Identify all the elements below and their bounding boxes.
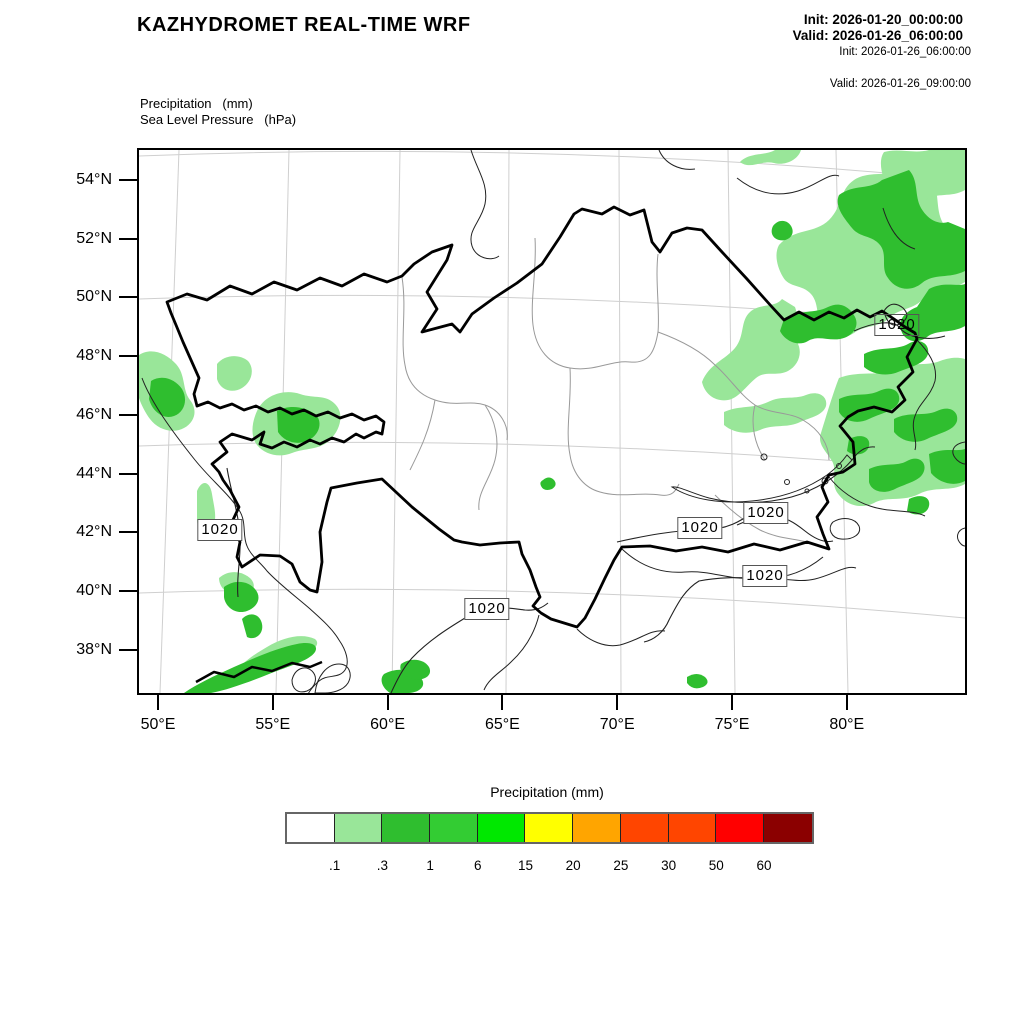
legend-threshold-label: .1 [329,858,341,873]
lon-label: 65°E [484,716,520,733]
country-borders [165,205,919,684]
lon-tick [731,693,733,710]
lon-label: 80°E [829,716,865,733]
lon-label: 60°E [370,716,406,733]
map-frame [137,148,967,695]
legend-color-swatch [668,814,717,842]
lat-label: 42°N [76,523,112,541]
valid-timestamp: Valid: 2026-01-26_06:00:00 [792,28,963,43]
legend-threshold-label: 1 [426,858,434,873]
region-boundaries [401,237,830,546]
init-timestamp: Init: 2026-01-20_00:00:00 [803,12,963,27]
lat-label: 52°N [76,229,112,247]
lon-label: 70°E [599,716,635,733]
lat-tick [119,589,137,592]
lon-tick [271,693,274,710]
legend-color-swatch [382,814,431,842]
lon-tick [157,693,159,710]
lon-tick [501,693,504,710]
valid-sub-timestamp: Valid: 2026-01-26_09:00:00 [829,78,971,90]
legend-threshold-label: 6 [474,858,482,873]
legend-threshold-label: 30 [661,858,677,873]
lat-tick [119,296,137,299]
pressure-contour-label: 1020 [677,517,723,539]
lat-tick [119,179,137,181]
pressure-contour-label: 1020 [197,519,243,541]
map-canvas [139,150,965,693]
lat-tick [119,531,137,534]
field-label-pressure: Sea Level Pressure (hPa) [140,112,297,127]
legend-color-swatch [716,814,764,842]
legend-color-swatch [334,814,383,842]
field-label-precipitation: Precipitation (mm) [140,96,253,111]
pressure-contour-label: 1020 [743,502,789,524]
legend-color-swatch [763,814,812,842]
lon-label: 75°E [714,716,750,733]
legend-threshold-label: 50 [708,858,724,873]
legend-color-bar [285,812,814,844]
legend-threshold-label: 25 [613,858,629,873]
lon-tick [386,693,389,710]
lat-tick [119,237,137,240]
coastlines [141,150,965,693]
lon-tick [845,693,848,710]
lon-label: 55°E [255,716,291,733]
legend-color-swatch [573,814,621,842]
legend-color-swatch [430,814,478,842]
pressure-contour-label: 1020 [874,314,920,336]
lat-label: 38°N [76,640,112,658]
lat-label: 54°N [76,171,112,188]
legend-color-swatch [620,814,669,842]
legend-color-swatch [525,814,574,842]
page-title: KAZHYDROMET REAL-TIME WRF [137,14,471,36]
legend-threshold-label: 60 [756,858,772,873]
precip-medium-shading [149,170,965,693]
precip-light-shading [139,150,965,675]
lat-label: 48°N [76,347,112,365]
lat-label: 44°N [76,464,112,482]
legend-threshold-label: 15 [517,858,534,873]
lat-label: 50°N [76,288,112,306]
lat-tick [119,472,137,475]
legend-threshold-label: 20 [565,858,581,873]
legend-color-swatch [287,814,335,842]
legend-threshold-label: .3 [376,858,389,873]
lon-label: 50°E [140,716,176,733]
lat-label: 46°N [76,405,112,423]
lat-label: 40°N [76,581,112,599]
lat-tick [119,648,137,651]
pressure-contour-label: 1020 [742,565,788,587]
lat-tick [119,355,137,358]
init-sub-timestamp: Init: 2026-01-26_06:00:00 [839,46,971,58]
pressure-contour-label: 1020 [464,598,510,620]
legend-color-swatch [477,814,526,842]
lon-tick [616,693,619,710]
pressure-contours [226,303,946,693]
legend-title: Precipitation (mm) [490,784,604,800]
lat-tick [119,413,137,416]
